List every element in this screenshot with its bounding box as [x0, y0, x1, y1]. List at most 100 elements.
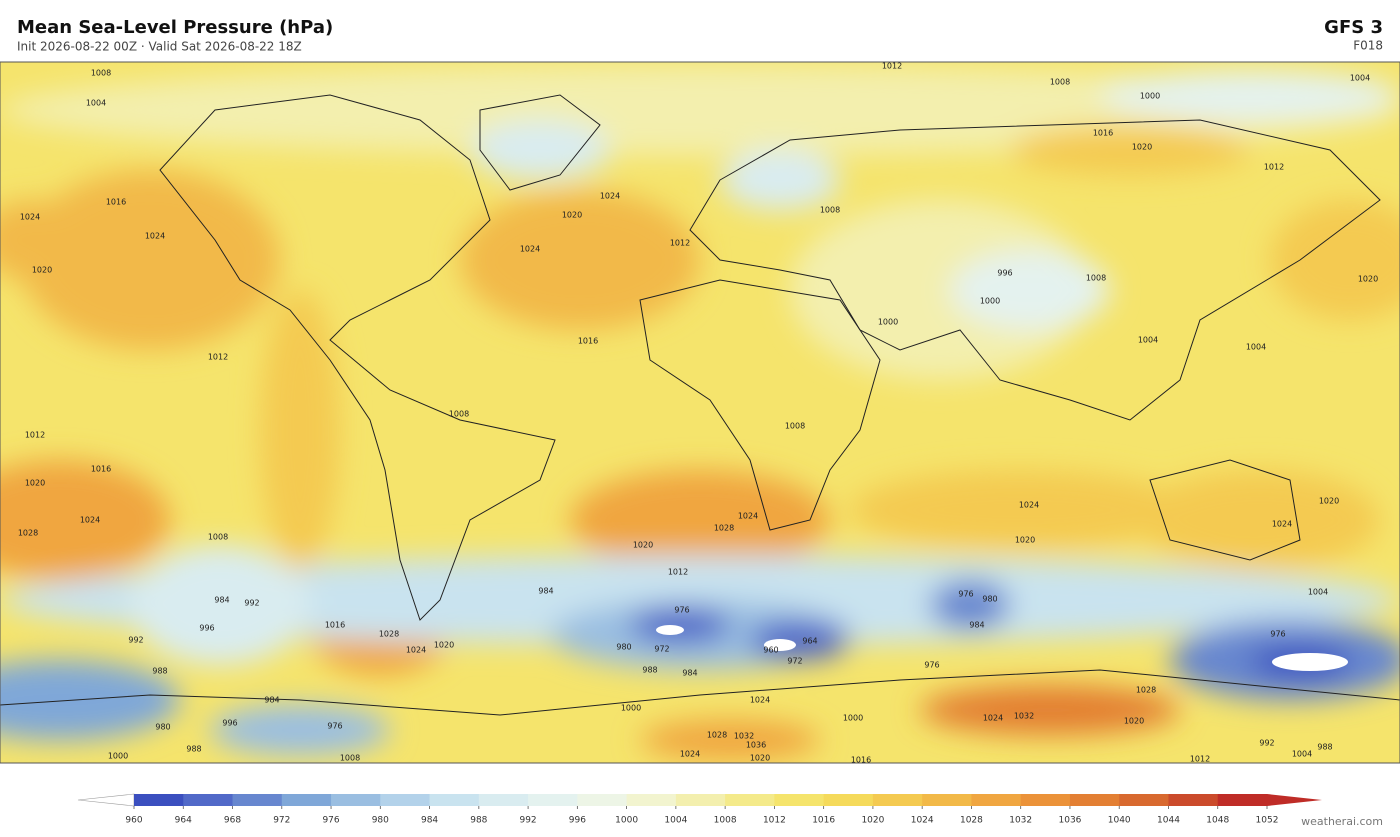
contour-label: 1000: [621, 704, 641, 713]
contour-label: 984: [264, 696, 279, 705]
contour-label: 1020: [1358, 275, 1378, 284]
contour-label: 964: [802, 637, 817, 646]
contour-label: 1000: [878, 318, 898, 327]
colorbar-tick-label: 1000: [615, 816, 638, 826]
contour-label: 1008: [449, 410, 469, 419]
contour-label: 1032: [1014, 712, 1034, 721]
contour-label: 996: [199, 624, 214, 633]
contour-label: 1008: [820, 206, 840, 215]
contour-label: 1004: [1308, 588, 1328, 597]
colorbar-segment: [872, 794, 923, 806]
contour-label: 1024: [600, 192, 620, 201]
colorbar-tick-label: 1020: [861, 816, 884, 826]
contour-label: 1008: [91, 69, 111, 78]
contour-label: 988: [152, 667, 167, 676]
contour-label: 1012: [1264, 163, 1284, 172]
contour-label: 1008: [785, 422, 805, 431]
colorbar-tick-label: 1012: [763, 816, 786, 826]
colorbar-tick-label: 1004: [664, 816, 687, 826]
low-center: [656, 625, 684, 635]
contour-label: 1024: [80, 516, 100, 525]
contour-label: 976: [674, 606, 689, 615]
colorbar-segment: [232, 794, 283, 806]
title: Mean Sea-Level Pressure (hPa): [17, 17, 333, 38]
contour-label: 1024: [1272, 520, 1292, 529]
contour-label: 996: [222, 719, 237, 728]
contour-label: 1000: [980, 297, 1000, 306]
colorbar-tick-label: 1008: [714, 816, 737, 826]
colorbar-tick-label: 980: [372, 816, 389, 826]
contour-label: 1028: [707, 731, 727, 740]
contour-label: 1000: [108, 752, 128, 761]
contour-label: 988: [1317, 743, 1332, 752]
colorbar-segment: [1119, 794, 1169, 806]
contour-label: 1024: [680, 750, 700, 759]
colorbar-segment: [774, 794, 825, 806]
colorbar-segment: [577, 794, 628, 806]
contour-label: 980: [982, 595, 997, 604]
colorbar-segment: [675, 794, 726, 806]
contour-label: 1020: [1132, 143, 1152, 152]
contour-label: 976: [924, 661, 939, 670]
colorbar-segment: [380, 794, 431, 806]
colorbar-tick-label: 968: [224, 816, 241, 826]
contour-label: 1020: [25, 479, 45, 488]
contour-label: 1020: [750, 754, 770, 763]
contour-label: 976: [1270, 630, 1285, 639]
colorbar-segment: [1069, 794, 1120, 806]
contour-label: 976: [958, 590, 973, 599]
colorbar-tick-label: 1036: [1059, 816, 1082, 826]
contour-label: 984: [682, 669, 697, 678]
colorbar-tick-label: 1016: [812, 816, 835, 826]
contour-labels: 1008 1012 1008 1004 1000 1004 1016 1024 1024 1020…: [18, 62, 1378, 765]
contour-label: 1020: [1124, 717, 1144, 726]
contour-label: 988: [642, 666, 657, 675]
contour-label: 1012: [1190, 755, 1210, 764]
contour-label: 1020: [1319, 497, 1339, 506]
contour-label: 1004: [1292, 750, 1312, 759]
colorbar-segment: [134, 794, 184, 806]
colorbar-tick-label: 1028: [960, 816, 983, 826]
model-name: GFS 3: [1324, 17, 1383, 38]
colorbar-under: [77, 793, 135, 807]
contour-label: 1024: [520, 245, 540, 254]
colorbar-tick-label: 1048: [1206, 816, 1229, 826]
contour-label: 984: [538, 587, 553, 596]
contour-label: 1020: [633, 541, 653, 550]
contour-label: 1012: [25, 431, 45, 440]
contour-label: 1028: [379, 630, 399, 639]
contour-label: 960: [763, 646, 778, 655]
contour-label: 1024: [406, 646, 426, 655]
colorbar-tick-label: 972: [273, 816, 290, 826]
contour-label: 1016: [851, 756, 871, 765]
colorbar-tick-label: 976: [322, 816, 339, 826]
colorbar-segment: [971, 794, 1022, 806]
colorbar-segment: [725, 794, 775, 806]
colorbar-tick-label: 996: [569, 816, 586, 826]
colorbar-segment: [183, 794, 234, 806]
contour-label: 1008: [340, 754, 360, 763]
colorbar-segment: [922, 794, 972, 806]
contour-label: 1016: [1093, 129, 1113, 138]
forecast-hour: F018: [1353, 39, 1383, 53]
contour-label: 1016: [106, 198, 126, 207]
contour-label: 1004: [1246, 343, 1266, 352]
contour-label: 1012: [668, 568, 688, 577]
contour-label: 992: [128, 636, 143, 645]
subtitle: Init 2026-08-22 00Z · Valid Sat 2026-08-…: [17, 40, 302, 54]
contour-label: 1024: [145, 232, 165, 241]
colorbar-segment: [478, 794, 529, 806]
contour-label: 1004: [1350, 74, 1370, 83]
colorbar-tick-label: 1040: [1108, 816, 1131, 826]
colorbar-segment: [1217, 794, 1268, 806]
colorbar-tick-label: 984: [421, 816, 438, 826]
low-center: [1272, 653, 1348, 671]
colorbar-tick-label: 964: [175, 816, 192, 826]
colorbar-tick-label: 988: [470, 816, 487, 826]
coastlines: [0, 94, 1400, 716]
contour-label: 1036: [746, 741, 766, 750]
contour-label: 988: [186, 745, 201, 754]
colorbar-segment: [429, 794, 480, 806]
